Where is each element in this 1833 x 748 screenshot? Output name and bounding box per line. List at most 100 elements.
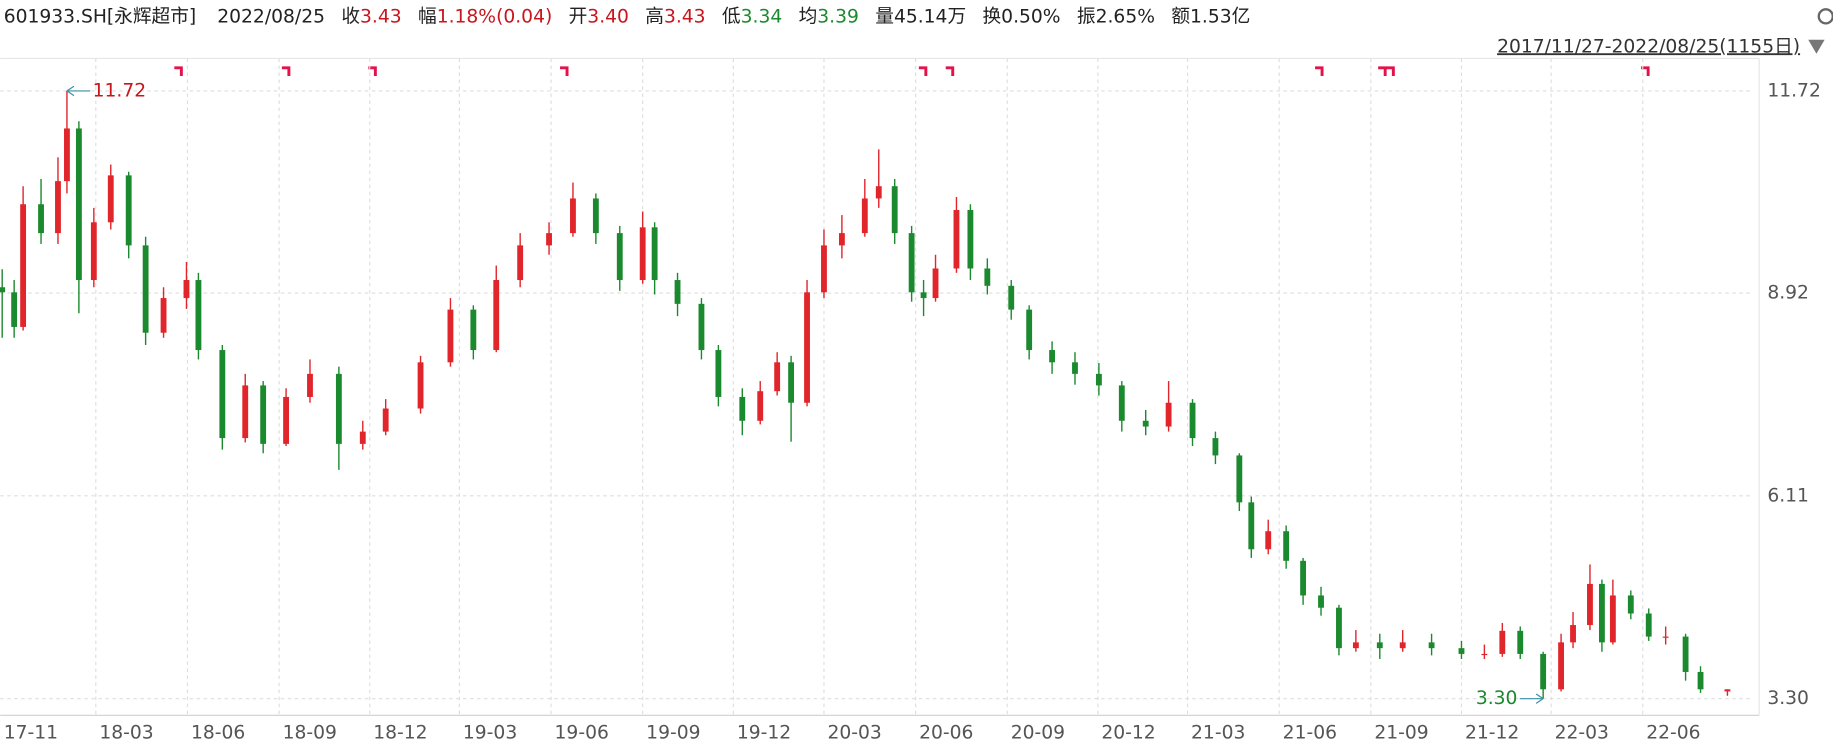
candle-body [1118, 385, 1125, 421]
x-tick-label: 22-03 [1555, 722, 1609, 743]
candle-body [1352, 642, 1359, 649]
candle-body [307, 373, 313, 397]
event-marker [560, 66, 569, 76]
annotation-label: 11.72 [93, 80, 146, 101]
quote-label: 均 [799, 6, 818, 27]
quote-value: 2.65% [1096, 6, 1155, 27]
quote-label: 低 [722, 6, 741, 27]
x-tick-label: 19-09 [646, 722, 700, 743]
candle-body [891, 186, 898, 234]
x-tick-label: 20-12 [1101, 722, 1155, 743]
quote-label: 幅 [418, 6, 437, 27]
candle-body [1189, 402, 1196, 439]
candle-body [20, 204, 27, 327]
candle-body [1212, 438, 1219, 456]
candle-body [984, 268, 991, 286]
candle-body [417, 362, 424, 409]
quote-label: 高 [645, 6, 664, 27]
annotation-arrowhead [66, 85, 75, 97]
date-range[interactable]: 2017/11/27-2022/08/25(1155日) [1497, 36, 1800, 57]
quote-value: 1.53亿 [1190, 6, 1250, 27]
candle-body [838, 233, 845, 246]
candle-body [335, 373, 342, 444]
candle-body [639, 227, 646, 281]
event-marker [918, 66, 928, 76]
quote-value: 3.43 [360, 6, 402, 27]
candle-body [774, 362, 781, 392]
candle-body [908, 233, 915, 293]
candle-body [757, 391, 764, 421]
x-tick-label: 18-06 [191, 722, 245, 743]
candle-body [1517, 630, 1524, 654]
x-tick-label: 17-11 [4, 722, 58, 743]
candle-body [382, 408, 389, 432]
candle-body [1095, 373, 1102, 386]
settings-icon[interactable] [1817, 8, 1833, 25]
candle-body [1481, 653, 1488, 656]
annotation-label: 3.30 [1476, 688, 1518, 709]
x-tick-label: 21-06 [1283, 722, 1337, 743]
candle-body [861, 198, 868, 234]
x-tick-label: 19-12 [737, 722, 791, 743]
range-dropdown[interactable] [1808, 39, 1825, 54]
candle-body [1165, 402, 1172, 427]
candle-body [821, 245, 827, 293]
quote-label: 额 [1171, 6, 1190, 27]
y-tick-label: 6.11 [1767, 485, 1809, 506]
candle-body [1499, 630, 1506, 654]
quote-value: 3.40 [587, 6, 629, 27]
candle-body [1142, 420, 1149, 427]
x-tick-label: 21-03 [1191, 722, 1245, 743]
candle-body [1682, 636, 1689, 672]
candle-body [1428, 642, 1435, 649]
x-tick-label: 20-06 [919, 722, 973, 743]
candle-body [493, 280, 500, 351]
quote-date: 2022/08/25 [217, 6, 325, 27]
candle-body [1598, 583, 1605, 643]
candle-body [1609, 595, 1616, 643]
candle-body [1399, 642, 1406, 649]
candle-body [75, 128, 82, 281]
candle-body [804, 292, 810, 403]
candle-body [142, 245, 149, 333]
quote-label: 开 [569, 6, 588, 27]
candle-body [1458, 648, 1465, 654]
candle-body [920, 292, 927, 299]
quote-value: 3.43 [664, 6, 706, 27]
x-tick-label: 18-09 [283, 722, 337, 743]
candle-body [107, 175, 114, 223]
candle-body [875, 186, 882, 199]
quote-header: 601933.SH[永辉超市] 2022/08/25 收3.43 幅1.18%(0.0… [4, 6, 1251, 27]
x-tick-label: 19-03 [463, 722, 517, 743]
x-tick-label: 21-12 [1465, 722, 1519, 743]
event-marker [1386, 66, 1395, 76]
x-tick-label: 22-06 [1646, 722, 1700, 743]
candle-body [932, 268, 939, 299]
candle-body [739, 396, 746, 421]
event-marker [281, 66, 291, 76]
quote-label: 换 [983, 6, 1002, 27]
candle-body [1376, 642, 1383, 649]
candle-body [570, 198, 576, 234]
candle-body [1283, 531, 1290, 561]
candle-body [283, 396, 290, 444]
event-marker [1641, 66, 1650, 76]
quote-label: 振 [1077, 6, 1096, 27]
candle-body [242, 385, 249, 439]
candle-body [592, 198, 599, 234]
candle-body [470, 309, 477, 351]
candle-body [260, 385, 267, 444]
candle-body [11, 292, 18, 327]
candle-body [517, 245, 524, 281]
candle-body [1662, 636, 1669, 638]
annotation-arrowhead [1535, 693, 1544, 704]
candle-body [967, 210, 974, 269]
candle-body [64, 128, 70, 182]
candle-body [788, 362, 795, 403]
candle-body [1558, 642, 1565, 690]
event-marker [368, 66, 377, 76]
x-tick-label: 20-09 [1011, 722, 1065, 743]
gear[interactable] [1817, 8, 1833, 25]
candle-body [183, 280, 190, 299]
candle-body [38, 204, 44, 234]
